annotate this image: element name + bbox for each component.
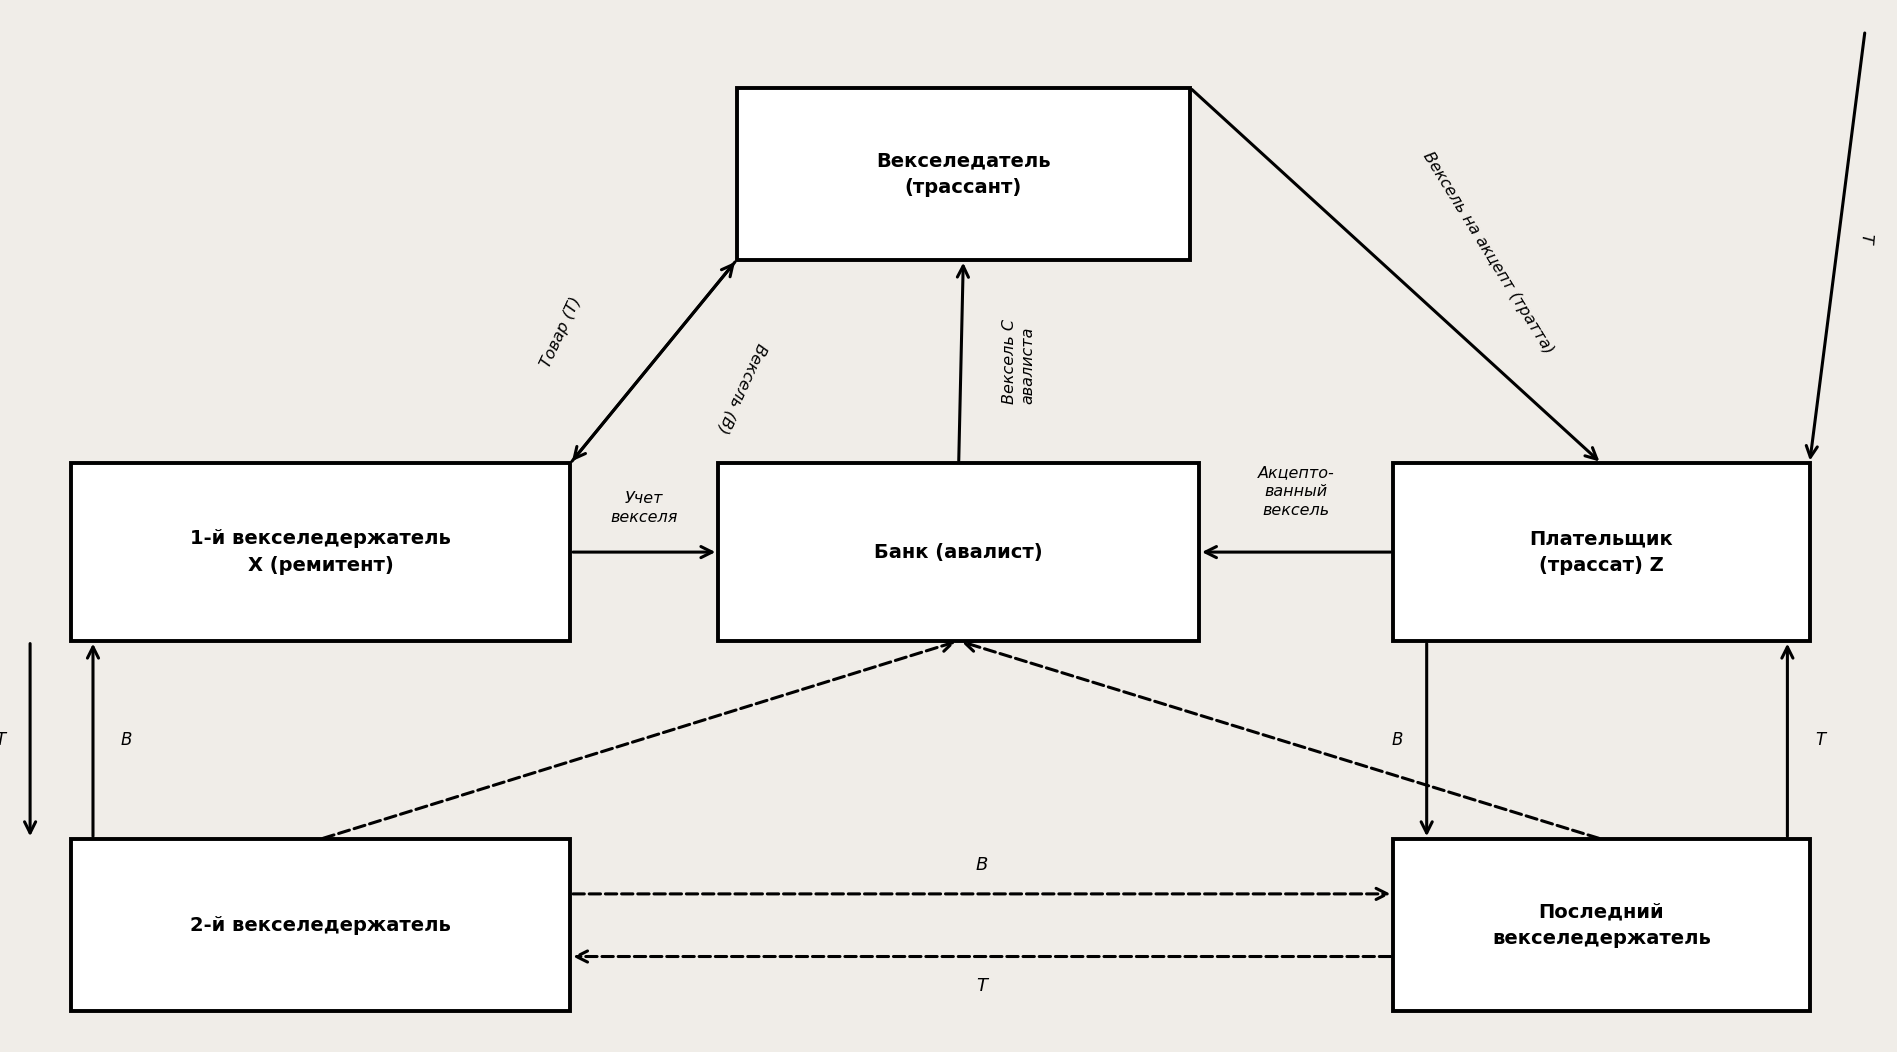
Text: В: В (121, 731, 133, 749)
FancyBboxPatch shape (1394, 839, 1810, 1011)
FancyBboxPatch shape (1394, 463, 1810, 641)
Text: Банк (авалист): Банк (авалист) (875, 543, 1043, 562)
Text: Товар (Т): Товар (Т) (539, 295, 584, 370)
Text: 2-й векселедержатель: 2-й векселедержатель (190, 915, 451, 935)
Text: Т: Т (1815, 731, 1825, 749)
Text: 1-й векселедержатель
X (ремитент): 1-й векселедержатель X (ремитент) (190, 529, 451, 574)
Text: В: В (1391, 731, 1402, 749)
Text: Вексель С
авалиста: Вексель С авалиста (1002, 319, 1036, 404)
FancyBboxPatch shape (70, 463, 571, 641)
Text: Плательщик
(трассат) Z: Плательщик (трассат) Z (1529, 529, 1673, 574)
FancyBboxPatch shape (736, 87, 1189, 260)
FancyBboxPatch shape (719, 463, 1199, 641)
Text: Вексель на акцепт (тратта): Вексель на акцепт (тратта) (1421, 148, 1556, 357)
Text: В: В (975, 855, 988, 873)
Text: Векселедатель
(трассант): Векселедатель (трассант) (876, 151, 1051, 197)
Text: Т: Т (1857, 234, 1872, 244)
Text: Вексель (В): Вексель (В) (715, 341, 770, 436)
Text: Учет
векселя: Учет векселя (611, 491, 677, 525)
FancyBboxPatch shape (70, 839, 571, 1011)
Text: Т: Т (977, 976, 986, 995)
Text: Акцепто-
ванный
вексель: Акцепто- ванный вексель (1258, 465, 1335, 518)
Text: Т: Т (0, 731, 6, 749)
Text: Последний
векселедержатель: Последний векселедержатель (1493, 903, 1711, 948)
